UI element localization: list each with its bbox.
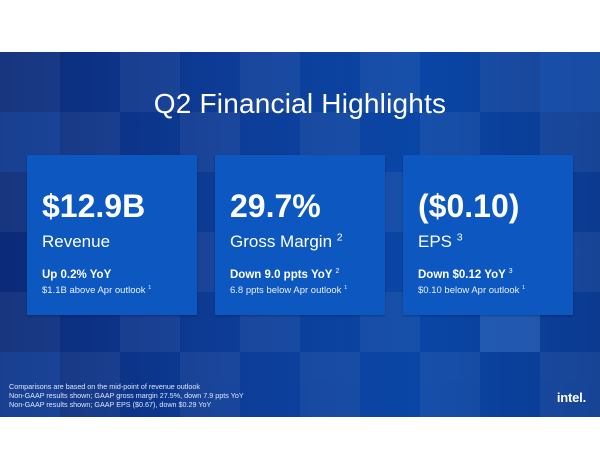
footnote-ref: 1 [522, 284, 526, 291]
eps-card: ($0.10) EPS 3 Down $0.12 YoY 3 $0.10 bel… [403, 155, 573, 315]
gross-margin-change: Down 9.0 ppts YoY 2 [230, 268, 340, 281]
footnote-ref: 1 [344, 284, 348, 291]
revenue-card: $12.9B Revenue Up 0.2% YoY $1.1B above A… [27, 155, 197, 315]
presentation-slide: Q2 Financial Highlights $12.9B Revenue U… [0, 52, 600, 417]
footnotes: Comparisons are based on the mid-point o… [9, 382, 244, 409]
footnote-3: Non-GAAP results shown; GAAP EPS ($0.67)… [9, 400, 212, 409]
gross-margin-value: 29.7% [230, 188, 321, 224]
eps-label: EPS 3 [418, 231, 463, 251]
revenue-value: $12.9B [42, 188, 146, 224]
footnote-ref: 3 [508, 268, 513, 276]
eps-change: Down $0.12 YoY 3 [418, 268, 513, 281]
gross-margin-label: Gross Margin 2 [230, 231, 343, 251]
revenue-detail: $1.1B above Apr outlook 1 [42, 284, 152, 296]
gross-margin-detail: 6.8 ppts below Apr outlook 1 [230, 284, 348, 296]
gross-margin-card: 29.7% Gross Margin 2 Down 9.0 ppts YoY 2… [215, 155, 385, 315]
eps-value: ($0.10) [418, 188, 520, 224]
footnote-ref: 1 [148, 284, 152, 291]
eps-detail: $0.10 below Apr outlook 1 [418, 284, 526, 296]
footnote-ref: 3 [456, 231, 463, 244]
footnote-2: Non-GAAP results shown; GAAP gross margi… [9, 391, 244, 400]
slide-title: Q2 Financial Highlights [153, 88, 447, 119]
intel-logo-icon: intel. [556, 390, 586, 405]
revenue-label: Revenue [42, 232, 111, 251]
revenue-change: Up 0.2% YoY [42, 269, 112, 281]
footnote-1: Comparisons are based on the mid-point o… [9, 382, 200, 391]
footnote-ref: 2 [336, 231, 343, 244]
footnote-ref: 2 [335, 268, 340, 276]
